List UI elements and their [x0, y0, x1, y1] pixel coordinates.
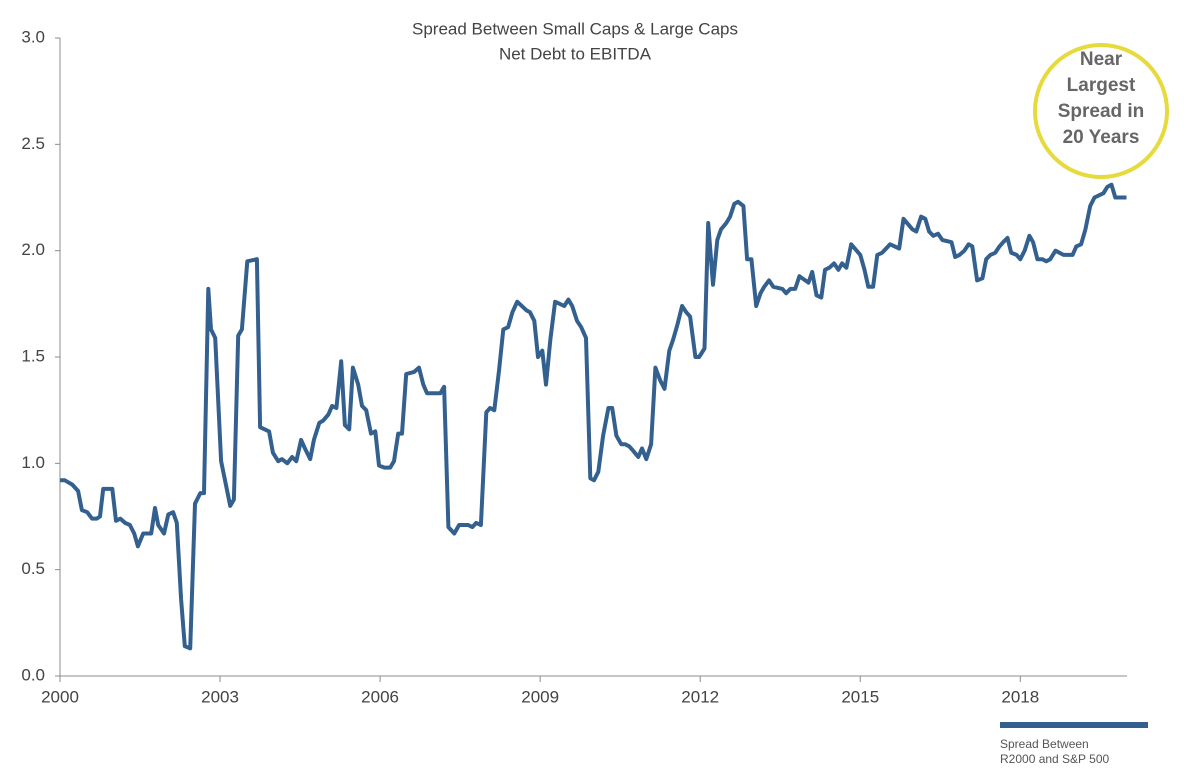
- x-tick-label: 2006: [361, 687, 399, 706]
- x-tick-label: 2003: [201, 687, 239, 706]
- annotation-text: Near: [1080, 49, 1123, 70]
- annotation-text: Spread in: [1058, 101, 1145, 122]
- y-tick-label: 0.5: [21, 559, 45, 578]
- annotation-circle: [1033, 43, 1169, 179]
- x-tick-label: 2009: [521, 687, 559, 706]
- x-tick-label: 2018: [1001, 687, 1039, 706]
- x-tick-label: 2012: [681, 687, 719, 706]
- y-tick-label: 0.0: [21, 665, 45, 684]
- legend: Spread Between R2000 and S&P 500: [1000, 722, 1150, 767]
- y-tick-label: 2.0: [21, 240, 45, 259]
- chart-title: Spread Between Small Caps & Large Caps: [412, 19, 738, 38]
- y-tick-label: 2.5: [21, 134, 45, 153]
- legend-swatch: [1000, 722, 1148, 728]
- y-tick-label: 1.5: [21, 346, 45, 365]
- annotation-text: Largest: [1067, 75, 1136, 96]
- x-tick-label: 2000: [41, 687, 79, 706]
- chart-subtitle: Net Debt to EBITDA: [499, 44, 652, 63]
- data-line: [60, 182, 1127, 651]
- annotation-text: 20 Years: [1063, 127, 1140, 148]
- x-tick-label: 2015: [841, 687, 879, 706]
- y-tick-label: 3.0: [21, 27, 45, 46]
- y-tick-label: 1.0: [21, 453, 45, 472]
- legend-label: Spread Between R2000 and S&P 500: [1000, 737, 1110, 766]
